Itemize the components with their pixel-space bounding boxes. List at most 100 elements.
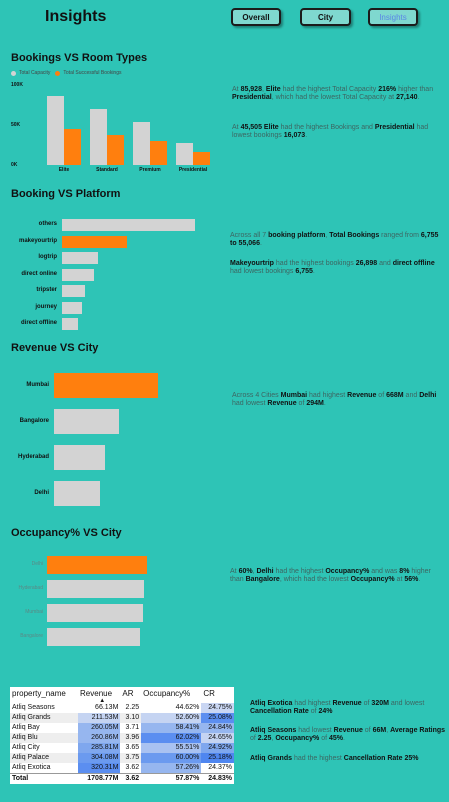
bar-logtrip (62, 252, 98, 264)
cell-revenue: 66.13M (78, 703, 121, 713)
y-tick-label: tripster (36, 287, 57, 293)
col-header-cr[interactable]: CR (203, 689, 215, 698)
cell-revenue: 304.08M (78, 753, 121, 763)
cell-ar: 3.62 (125, 764, 140, 771)
cell-cr: 24.75% (201, 703, 234, 713)
col-header-occupancy[interactable]: Occupancy% (143, 689, 191, 698)
cell-ar: 3.10 (125, 714, 140, 721)
cell-revenue: 260.86M (78, 733, 121, 743)
chart-legend: Total Capacity Total Successful Bookings (11, 70, 122, 76)
bar-delhi (47, 556, 147, 574)
y-tick-label: Hyderabad (17, 453, 49, 460)
bar-bookings-elite (64, 128, 81, 165)
x-tick-label: Elite (58, 167, 70, 173)
table-total-row: Total 1708.77M 3.62 57.87% 24.83% (10, 773, 234, 784)
col-header-revenue[interactable]: Revenue ▲ (80, 689, 113, 704)
cell-cr: 25.18% (201, 753, 234, 763)
property-table: property_name Revenue ▲ AR Occupancy% CR … (10, 687, 234, 784)
cell-revenue: 285.81M (78, 743, 121, 753)
platform-note-2: Makeyourtrip had the highest bookings 26… (230, 260, 435, 275)
cell-property-name: Atliq Grands (12, 714, 51, 721)
table-note-1: Atliq Exotica had highest Revenue of 320… (250, 700, 425, 715)
y-tick-label: Mumbai (25, 609, 43, 615)
cell-property-name: Atliq Seasons (12, 704, 55, 711)
table-row: Atliq Exotica 320.31M 3.62 57.26% 24.37% (10, 763, 234, 774)
table-row: Atliq Seasons 66.13M 2.25 44.62% 24.75% (10, 703, 234, 713)
page-title: Insights (45, 8, 107, 25)
legend-label-bookings: Total Successful Bookings (63, 70, 122, 76)
section-title-revenue-city: Revenue VS City (11, 342, 99, 354)
y-tick-label: journey (35, 303, 57, 310)
cell-ar: 3.65 (125, 744, 140, 751)
cell-occupancy: 55.51% (141, 743, 202, 753)
revenue-city-note: Across 4 Cities Mumbai had highest Reven… (232, 392, 437, 407)
y-tick-label: direct online (21, 270, 57, 277)
table-header-row: property_name Revenue ▲ AR Occupancy% CR (10, 687, 234, 704)
bar-direct-offline (62, 318, 79, 330)
table-row: Atliq Bay 260.05M 3.71 58.41% 24.84% (10, 723, 234, 733)
bar-capacity-elite (47, 96, 64, 165)
y-tick-label: logtrip (38, 254, 57, 260)
bar-bookings-premium (150, 141, 167, 165)
bar-mumbai (54, 373, 158, 398)
table-note-3: Atliq Grands had the highest Cancellatio… (250, 755, 419, 762)
y-tick-label: 50K (11, 122, 21, 128)
y-tick-label: Mumbai (26, 381, 49, 388)
x-tick-label: Presidential (178, 167, 208, 173)
table-note-2: Atliq Seasons had lowest Revenue of 66M,… (250, 727, 446, 742)
revenue-city-chart: Mumbai Bangalore Hyderabad Delhi (0, 368, 230, 506)
overall-button[interactable]: Overall (231, 8, 281, 26)
cell-cr: 24.65% (201, 733, 234, 743)
cell-ar: 2.25 (125, 704, 140, 711)
bar-capacity-premium (133, 121, 150, 165)
col-header-ar[interactable]: AR (122, 689, 134, 698)
total-cell: 57.87% (141, 773, 202, 784)
section-title-booking-platform: Booking VS Platform (11, 188, 121, 200)
y-tick-label: Bangalore (19, 417, 49, 424)
cell-revenue: 211.53M (78, 713, 121, 723)
col-header-property-name[interactable]: property_name (12, 689, 66, 698)
bar-delhi (54, 481, 100, 506)
y-tick-label: 0K (11, 162, 18, 168)
total-cell: 1708.77M (78, 773, 121, 784)
room-types-note-2: At 45,505 Elite had the highest Bookings… (232, 124, 429, 139)
table-row: Atliq City 285.81M 3.65 55.51% 24.92% (10, 743, 234, 753)
cell-cr: 24.37% (201, 763, 234, 774)
section-title-occupancy-city: Occupancy% VS City (11, 527, 122, 539)
total-cell: 24.83% (201, 773, 234, 784)
bar-bookings-standard (107, 134, 124, 165)
bar-journey (62, 301, 82, 314)
cell-occupancy: 52.60% (141, 713, 202, 723)
cell-property-name: Atliq Blu (12, 734, 38, 741)
bar-direct-online (62, 268, 95, 281)
cell-occupancy: 44.62% (141, 703, 202, 713)
cell-revenue: 260.05M (78, 723, 121, 733)
platform-note-1: Across all 7 booking platform, Total Boo… (230, 232, 439, 247)
y-tick-label: direct offline (20, 320, 57, 326)
occupancy-city-note: At 60%, Delhi had the highest Occupancy%… (230, 568, 431, 583)
legend-swatch-capacity (11, 70, 16, 76)
y-tick-label: 100K (11, 82, 23, 88)
table-row: Atliq Blu 260.86M 3.96 62.02% 24.65% (10, 733, 234, 743)
cell-property-name: Atliq Bay (12, 724, 40, 731)
insights-button[interactable]: Insights (368, 8, 418, 26)
bar-hyderabad (47, 580, 144, 598)
cell-occupancy: 62.02% (141, 733, 202, 743)
bar-bangalore (47, 628, 141, 646)
bar-bookings-presidential (193, 152, 210, 165)
bar-hyderabad (54, 445, 105, 470)
cell-property-name: Atliq City (12, 744, 40, 751)
city-button[interactable]: City (300, 8, 351, 26)
bar-mumbai (47, 604, 143, 622)
y-tick-label: Bangalore (20, 633, 43, 639)
x-tick-label: Premium (139, 167, 161, 173)
legend-swatch-bookings (55, 70, 61, 76)
cell-revenue: 320.31M (78, 763, 121, 774)
room-types-note-1: At 85,928, Elite had the highest Total C… (232, 86, 434, 101)
cell-ar: 3.96 (125, 734, 140, 741)
cell-cr: 25.08% (201, 713, 234, 723)
bar-capacity-presidential (176, 143, 193, 165)
cell-ar: 3.75 (125, 754, 140, 761)
x-tick-label: Standard (96, 167, 118, 173)
cell-property-name: Atliq Palace (12, 754, 49, 761)
